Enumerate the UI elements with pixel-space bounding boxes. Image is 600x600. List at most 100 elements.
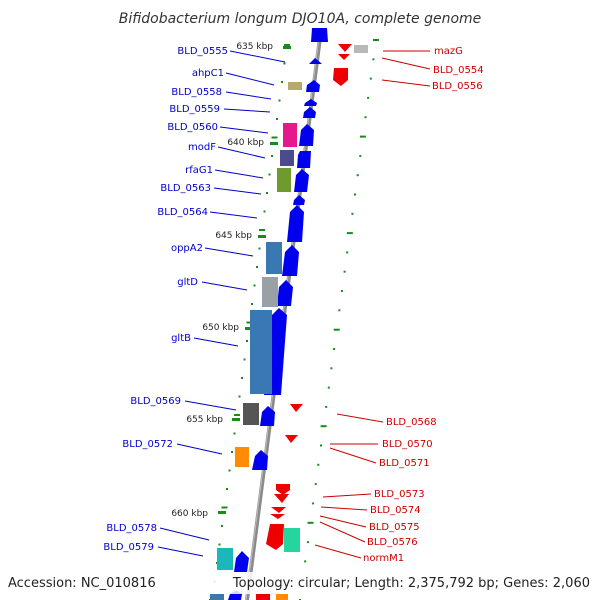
tick-mark [268,173,271,176]
gene-label: oppA2 [171,243,203,254]
gene-label: BLD_0573 [374,489,425,500]
tick-mark [343,270,346,273]
cds-arrow [299,124,314,146]
tick-mark [320,444,322,447]
tick-mark [306,541,309,544]
tick-mark [307,521,314,524]
cds-arrow [252,450,268,470]
tick-mark [356,174,359,177]
tick-mark [320,425,327,428]
tick-mark [373,39,379,41]
protein-domain [280,150,294,166]
gene-label: BLD_0563 [160,183,211,194]
cds-arrow [338,44,352,52]
gene-label: mazG [434,46,463,57]
ruler-mark: 660 kbp [171,509,226,519]
tick-mark [354,193,356,196]
tick-mark [243,358,246,361]
ruler-label: 650 kbp [202,323,239,333]
tick-mark [263,210,266,213]
gene-label: BLD_0572 [122,439,173,450]
gene-label: gltD [177,277,198,288]
ruler-mark: 645 kbp [215,231,266,241]
tick-mark [330,367,333,370]
ruler-label: 635 kbp [236,42,273,52]
genome-title: Bifidobacterium longum DJO10A, complete … [119,11,482,27]
cds-arrow [354,45,368,53]
cds-arrow [276,484,290,495]
tick-mark [251,303,253,305]
tick-mark [333,348,336,350]
ruler-mark: 640 kbp [227,138,278,148]
tick-mark [317,463,320,466]
tick-mark [369,77,372,80]
tick-mark [246,340,248,342]
protein-domain [276,594,288,600]
cds-arrow [234,551,249,572]
tick-mark [281,81,283,83]
tick-mark [278,99,281,102]
tick-mark [364,116,367,119]
footer-background [0,572,600,594]
cds-arrow [256,594,270,600]
gene-label: BLD_0554 [433,65,484,76]
ruler-label: 655 kbp [186,415,223,425]
reverse-strand-features [256,44,368,600]
protein-domain [217,548,233,570]
tick-mark [333,328,340,331]
protein-domain [283,123,297,147]
right-label-text: mazG BLD_0554 BLD_0556 BLD_0568 BLD_0570… [363,46,484,564]
tick-mark [238,395,241,398]
tick-mark [367,96,370,99]
cds-arrow [294,169,309,192]
cds-arrow [287,205,304,242]
tick-mark [246,321,253,324]
protein-domain [250,310,272,394]
gene-label: normM1 [363,553,404,564]
gene-label: BLD_0564 [157,207,208,218]
gene-label: BLD_0569 [130,396,181,407]
tick-mark [283,62,286,65]
tick-mark [241,377,243,379]
tick-mark [338,309,341,312]
tick-mark [233,432,236,435]
protein-domain [243,403,259,425]
gene-label: BLD_0579 [103,542,154,553]
cds-arrow [290,404,303,412]
cds-arrow [270,514,285,519]
cds-arrow [282,245,299,276]
tick-mark [221,506,228,509]
cds-arrow [293,195,305,205]
outer-tick-ring [299,39,379,600]
gene-label: BLD_0578 [106,523,157,534]
cds-arrow [271,507,286,513]
tick-mark [271,155,273,157]
tick-mark [228,469,231,472]
cds-arrow [306,80,320,92]
forward-protein-domains [210,82,302,600]
gene-labels-left [157,50,286,557]
tick-mark [359,135,366,138]
cds-arrow [333,68,348,86]
topology-text: Topology: circular; Length: 2,375,792 bp… [232,576,590,591]
tick-mark [271,136,278,139]
cds-arrow [266,524,284,550]
cds-arrow [304,99,317,106]
gene-label: rfaG1 [185,165,213,176]
cds-arrow [309,58,322,64]
protein-domain [277,168,291,192]
left-label-text: BLD_0555 ahpC1 BLD_0558 BLD_0559 BLD_056… [103,46,228,553]
gene-label: ahpC1 [192,68,224,79]
gene-label: BLD_0570 [382,439,433,450]
gene-label: BLD_0555 [177,46,228,57]
protein-domain [235,447,249,467]
gene-label: BLD_0558 [171,87,222,98]
tick-marks [209,39,379,600]
gene-label: modF [188,142,216,153]
tick-mark [221,525,223,527]
protein-domain [266,242,282,274]
tick-mark [258,247,261,250]
tick-mark [226,488,228,490]
cds-arrow [311,28,328,42]
